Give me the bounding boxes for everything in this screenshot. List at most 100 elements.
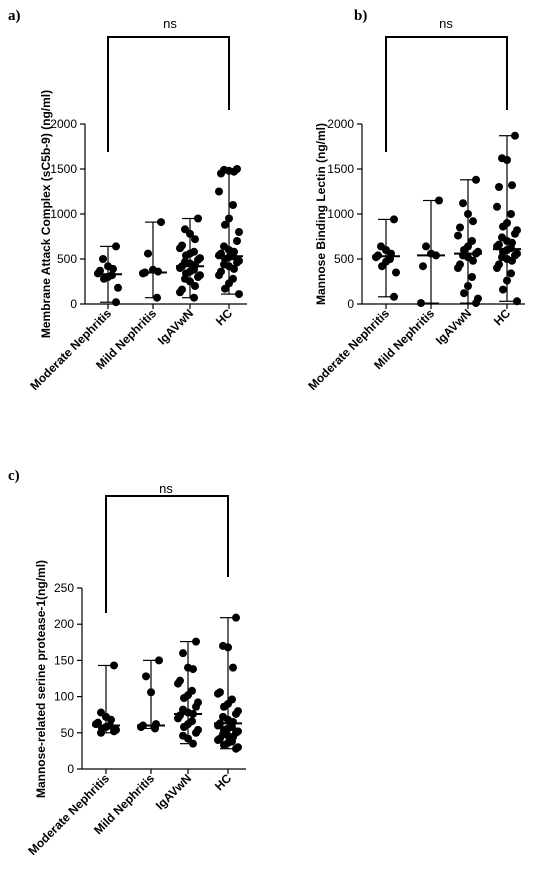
y-tick-label: 1000 (327, 207, 354, 221)
x-tick-label: HC (212, 771, 234, 793)
data-point (110, 661, 118, 670)
data-point (372, 253, 380, 262)
data-point (511, 131, 519, 140)
significance-label: ns (159, 481, 173, 496)
data-point (235, 228, 243, 236)
data-point (180, 694, 188, 703)
significance-bracket (107, 36, 230, 152)
data-point (493, 202, 501, 211)
y-tick-label: 0 (67, 762, 74, 776)
data-point (112, 242, 120, 251)
data-point (472, 175, 480, 184)
x-tick-label: IgAVwN (433, 306, 474, 347)
data-point (92, 720, 100, 729)
group-4 (493, 131, 521, 306)
data-point (174, 679, 182, 688)
data-point (511, 229, 519, 238)
data-point (503, 276, 511, 285)
data-point (469, 256, 477, 265)
data-point (392, 268, 400, 277)
group-1 (372, 215, 400, 301)
group-4 (214, 613, 242, 753)
data-point (460, 289, 468, 298)
data-point (513, 297, 521, 306)
group-3 (174, 637, 202, 748)
data-point (499, 285, 507, 294)
data-point (110, 727, 118, 736)
data-point (229, 663, 237, 672)
group-1 (94, 242, 122, 307)
data-point (390, 292, 398, 301)
data-point (214, 721, 222, 730)
y-tick-label: 500 (334, 252, 354, 266)
data-point (507, 269, 515, 278)
data-point (459, 199, 467, 208)
data-point (432, 251, 440, 260)
data-point (192, 702, 200, 711)
group-4 (215, 165, 243, 299)
data-point (144, 249, 152, 258)
data-point (390, 215, 398, 224)
data-point (155, 656, 163, 665)
data-point (493, 264, 501, 272)
data-point (139, 269, 147, 278)
y-axis-title: Mannose-related serine protease-1(ng/ml) (34, 560, 48, 798)
group-3 (176, 214, 204, 302)
panel-label: b) (354, 8, 367, 24)
y-tick-label: 2000 (327, 117, 354, 131)
data-point (232, 709, 240, 718)
group-2 (139, 218, 167, 302)
x-tick-label: IgAVwN (155, 306, 196, 347)
data-point (468, 273, 476, 281)
data-point (186, 229, 194, 238)
data-point (190, 293, 198, 302)
data-point (435, 196, 443, 205)
data-point (508, 181, 516, 190)
data-point (114, 283, 122, 292)
data-point (153, 293, 161, 302)
panel-label: a) (8, 8, 21, 24)
y-tick-label: 1000 (50, 207, 77, 221)
data-point (217, 169, 225, 178)
data-point (194, 273, 202, 281)
y-tick-label: 500 (57, 252, 77, 266)
data-point (137, 723, 145, 732)
data-point (99, 255, 107, 263)
data-point (230, 167, 238, 176)
y-tick-label: 0 (70, 297, 77, 311)
data-point (157, 218, 165, 227)
data-point (154, 267, 162, 276)
y-axis-title: Membrane Attack Complex (sC5b-9) (ng/ml) (39, 90, 53, 338)
data-point (230, 264, 238, 273)
y-tick-label: 100 (54, 690, 74, 704)
x-tick-label: Moderate Nephritis (305, 306, 392, 393)
data-point (220, 702, 228, 711)
significance-label: ns (163, 16, 177, 31)
data-point (176, 288, 184, 297)
data-point (179, 649, 187, 658)
data-point (215, 187, 223, 196)
data-point (176, 264, 184, 272)
data-point (419, 262, 427, 271)
group-2 (417, 196, 445, 308)
data-point (472, 299, 480, 308)
data-point (192, 728, 200, 737)
significance-label: ns (439, 16, 453, 31)
data-point (182, 251, 190, 260)
data-point (499, 222, 507, 231)
data-point (151, 724, 159, 733)
data-point (472, 249, 480, 258)
data-point (221, 220, 229, 229)
data-point (112, 298, 120, 307)
data-point (232, 613, 240, 622)
data-point (215, 251, 223, 260)
significance-bracket (385, 36, 508, 152)
group-1 (92, 661, 120, 737)
y-tick-label: 200 (54, 617, 74, 631)
data-point (229, 201, 237, 209)
data-point (464, 282, 472, 290)
data-point (220, 741, 228, 750)
data-point (378, 262, 386, 271)
